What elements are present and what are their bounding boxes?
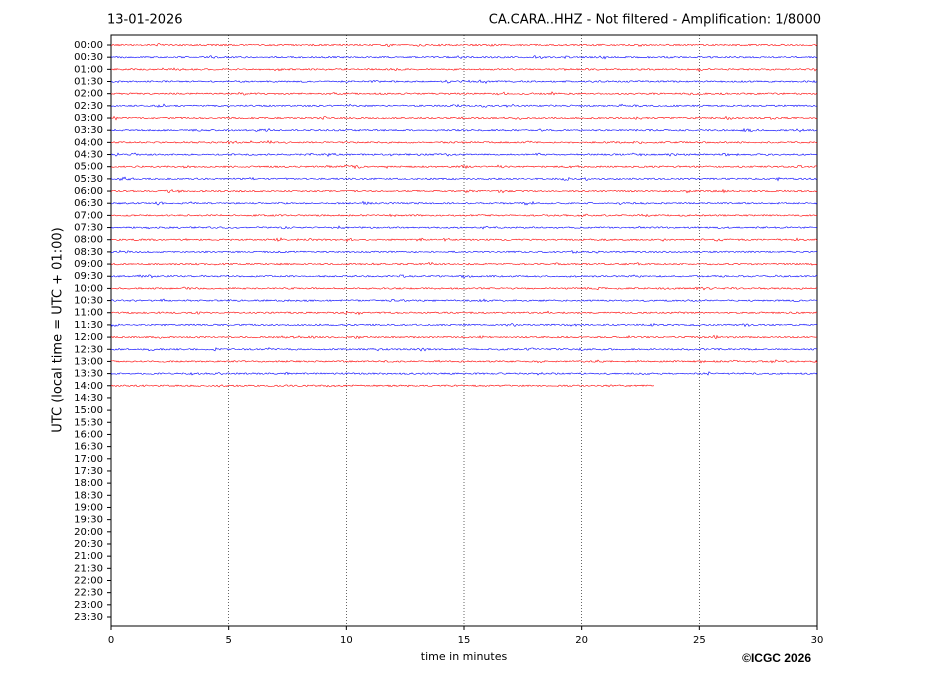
x-tick-label: 30	[811, 635, 824, 646]
trace	[110, 43, 818, 48]
y-tick-label: 09:30	[74, 271, 103, 282]
y-tick-label: 15:30	[74, 417, 103, 428]
x-tick-label: 10	[340, 635, 353, 646]
trace	[110, 67, 818, 72]
y-tick-label: 18:00	[74, 478, 103, 489]
trace	[110, 310, 818, 316]
trace	[110, 200, 818, 206]
y-tick-label: 06:00	[74, 186, 103, 197]
y-tick-label: 18:30	[74, 490, 103, 501]
y-tick-label: 20:00	[74, 527, 103, 538]
trace	[110, 347, 818, 352]
x-tick-label: 5	[225, 635, 231, 646]
y-tick-label: 04:00	[74, 137, 103, 148]
trace	[110, 371, 818, 376]
y-tick-label: 13:30	[74, 369, 103, 380]
y-tick-label: 10:00	[74, 283, 103, 294]
y-tick-label: 11:00	[74, 308, 103, 319]
x-tick-label: 20	[575, 635, 588, 646]
trace	[110, 103, 818, 108]
y-tick-label: 00:30	[74, 52, 103, 63]
trace	[110, 79, 818, 84]
trace	[110, 213, 818, 218]
trace	[110, 262, 818, 266]
y-tick-label: 12:30	[74, 344, 103, 355]
y-tick-label: 15:00	[74, 405, 103, 416]
y-tick-label: 12:00	[74, 332, 103, 343]
trace	[110, 359, 818, 364]
y-tick-label: 03:30	[74, 125, 103, 136]
plot-frame	[110, 34, 818, 627]
trace	[110, 152, 818, 158]
y-tick-label: 22:00	[74, 575, 103, 586]
x-tick-label: 15	[458, 635, 471, 646]
trace	[110, 237, 818, 243]
y-tick-label: 16:30	[74, 442, 103, 453]
trace	[110, 334, 818, 340]
y-tick-label: 20:30	[74, 539, 103, 550]
y-tick-label: 13:00	[74, 356, 103, 367]
y-tick-label: 03:00	[74, 113, 103, 124]
y-tick-label: 04:30	[74, 150, 103, 161]
y-tick-label: 05:30	[74, 174, 103, 185]
trace	[110, 188, 818, 194]
x-tick-label: 0	[108, 635, 114, 646]
y-tick-label: 21:00	[74, 551, 103, 562]
y-tick-label: 09:00	[74, 259, 103, 270]
trace	[110, 115, 818, 121]
copyright: ©ICGC 2026	[742, 651, 811, 665]
y-tick-label: 19:00	[74, 502, 103, 513]
y-tick-label: 23:30	[74, 612, 103, 623]
y-tick-label: 21:30	[74, 563, 103, 574]
y-tick-label: 14:00	[74, 381, 103, 392]
trace	[110, 127, 818, 133]
chart-title: CA.CARA..HHZ - Not filtered - Amplificat…	[489, 13, 821, 28]
y-tick-label: 17:30	[74, 466, 103, 477]
y-tick-label: 01:30	[74, 77, 103, 88]
date: 13-01-2026	[107, 13, 183, 28]
trace	[110, 164, 818, 170]
y-tick-label: 07:00	[74, 210, 103, 221]
trace	[110, 225, 818, 230]
trace	[110, 384, 655, 388]
x-axis-label: time in minutes	[421, 650, 508, 663]
y-tick-label: 19:30	[74, 515, 103, 526]
y-tick-label: 22:30	[74, 588, 103, 599]
y-tick-label: 10:30	[74, 296, 103, 307]
y-tick-label: 11:30	[74, 320, 103, 331]
y-axis-label: UTC (local time = UTC + 01:00)	[51, 227, 66, 432]
trace	[110, 140, 818, 145]
trace	[110, 274, 818, 279]
y-tick-label: 06:30	[74, 198, 103, 209]
y-tick-label: 14:30	[74, 393, 103, 404]
trace	[110, 286, 818, 291]
y-tick-label: 08:30	[74, 247, 103, 258]
y-tick-label: 02:00	[74, 89, 103, 100]
trace	[110, 298, 818, 303]
trace	[110, 55, 818, 60]
trace	[110, 176, 818, 182]
y-tick-label: 00:00	[74, 40, 103, 51]
y-tick-label: 05:00	[74, 162, 103, 173]
trace	[110, 250, 818, 254]
y-tick-label: 17:00	[74, 454, 103, 465]
x-tick-label: 25	[693, 635, 706, 646]
y-tick-label: 01:00	[74, 64, 103, 75]
y-tick-label: 07:30	[74, 223, 103, 234]
y-tick-label: 02:30	[74, 101, 103, 112]
trace	[110, 91, 818, 96]
trace	[110, 323, 818, 328]
y-tick-label: 08:00	[74, 235, 103, 246]
y-tick-label: 16:00	[74, 429, 103, 440]
y-tick-label: 23:00	[74, 600, 103, 611]
